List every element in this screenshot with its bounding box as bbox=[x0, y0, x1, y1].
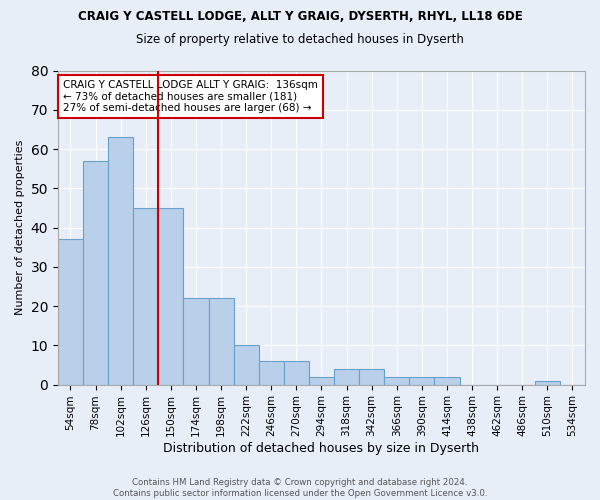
X-axis label: Distribution of detached houses by size in Dyserth: Distribution of detached houses by size … bbox=[163, 442, 479, 455]
Bar bbox=[535, 380, 560, 384]
Text: Size of property relative to detached houses in Dyserth: Size of property relative to detached ho… bbox=[136, 32, 464, 46]
Text: CRAIG Y CASTELL LODGE, ALLT Y GRAIG, DYSERTH, RHYL, LL18 6DE: CRAIG Y CASTELL LODGE, ALLT Y GRAIG, DYS… bbox=[77, 10, 523, 23]
Bar bbox=[359, 369, 384, 384]
Bar bbox=[209, 298, 233, 384]
Bar bbox=[409, 376, 434, 384]
Bar bbox=[58, 240, 83, 384]
Bar bbox=[133, 208, 158, 384]
Bar bbox=[108, 137, 133, 384]
Bar bbox=[184, 298, 209, 384]
Bar bbox=[259, 361, 284, 384]
Bar bbox=[434, 376, 460, 384]
Text: CRAIG Y CASTELL LODGE ALLT Y GRAIG:  136sqm
← 73% of detached houses are smaller: CRAIG Y CASTELL LODGE ALLT Y GRAIG: 136s… bbox=[63, 80, 318, 113]
Bar bbox=[284, 361, 309, 384]
Bar bbox=[309, 376, 334, 384]
Text: Contains HM Land Registry data © Crown copyright and database right 2024.
Contai: Contains HM Land Registry data © Crown c… bbox=[113, 478, 487, 498]
Bar bbox=[384, 376, 409, 384]
Bar bbox=[83, 161, 108, 384]
Bar bbox=[158, 208, 184, 384]
Bar bbox=[233, 346, 259, 385]
Y-axis label: Number of detached properties: Number of detached properties bbox=[15, 140, 25, 315]
Bar bbox=[334, 369, 359, 384]
